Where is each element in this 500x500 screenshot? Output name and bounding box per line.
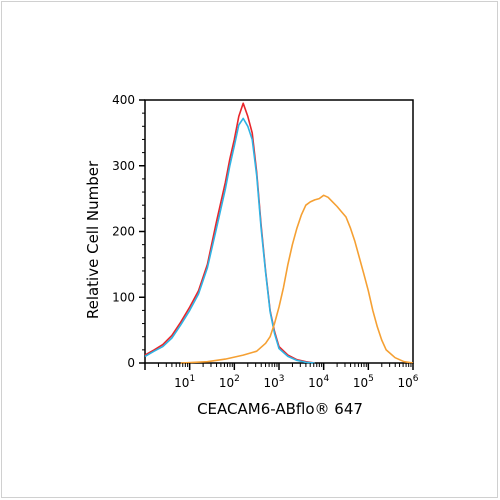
- plot-frame: [144, 99, 414, 364]
- x-tick-label: 106: [397, 374, 418, 390]
- y-tick-label: 200: [112, 225, 135, 239]
- x-tick-label: 101: [174, 374, 195, 390]
- y-tick-label: 400: [112, 93, 135, 107]
- y-axis-label: Relative Cell Number: [84, 160, 102, 319]
- x-axis-label: CEACAM6-ABflo® 647: [197, 400, 363, 418]
- series-line-3: [180, 194, 414, 364]
- x-tick-label: 103: [263, 374, 284, 390]
- y-tick-label: 100: [112, 290, 135, 304]
- x-tick-label: 102: [219, 374, 240, 390]
- y-tick-label: 0: [127, 356, 135, 370]
- axes: [144, 99, 414, 364]
- series-group: [144, 102, 414, 364]
- x-tick-label: 105: [353, 374, 374, 390]
- x-tick-label: 104: [308, 374, 329, 390]
- series-line-1: [144, 102, 315, 364]
- ticks-group: 0 100 200 300 400 101 102 103 104 105 106: [112, 93, 419, 390]
- y-tick-label: 300: [112, 159, 135, 173]
- series-line-2: [144, 117, 315, 364]
